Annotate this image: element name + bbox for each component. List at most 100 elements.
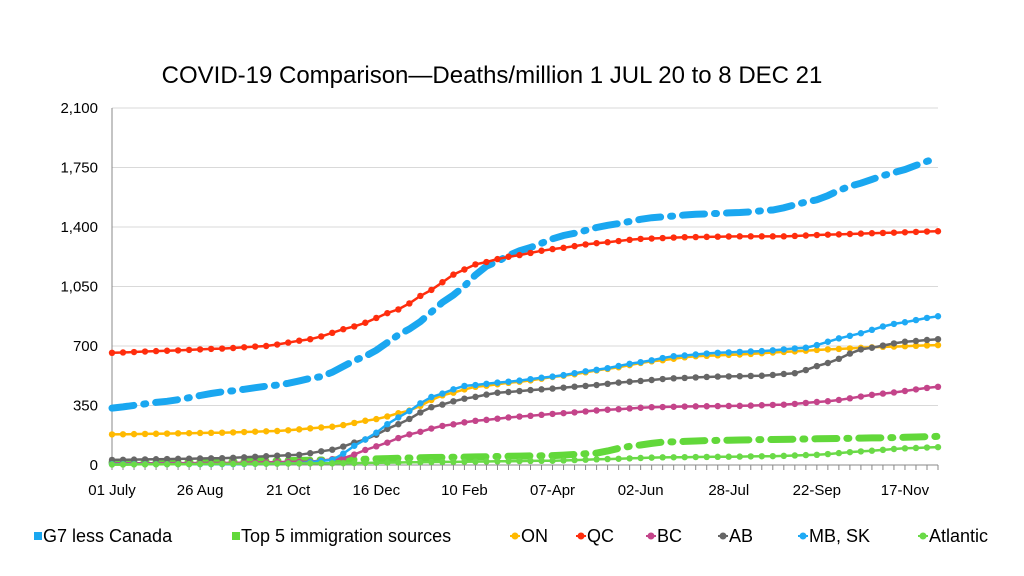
data-point (108, 461, 116, 468)
data-point (207, 460, 215, 468)
series-layer (108, 154, 942, 468)
data-point (141, 461, 149, 468)
data-point (868, 230, 876, 237)
series-ab (108, 336, 942, 464)
data-point (879, 342, 887, 349)
x-tick-label: 28-Jul (708, 482, 749, 499)
data-point (351, 459, 358, 467)
data-point (240, 428, 248, 436)
data-point (417, 409, 424, 416)
series-line (111, 445, 939, 466)
data-point (119, 461, 127, 468)
x-tick-label: 10 Feb (441, 482, 488, 499)
data-point (791, 345, 799, 352)
data-point (879, 229, 887, 237)
data-point (450, 271, 457, 278)
data-point (912, 228, 920, 236)
data-point (648, 235, 655, 242)
data-point (791, 400, 799, 408)
data-point (229, 454, 237, 462)
data-point (626, 236, 633, 244)
data-point (560, 457, 567, 464)
data-point (659, 234, 666, 242)
data-point (307, 425, 314, 432)
data-point (152, 456, 160, 463)
data-point (648, 404, 655, 411)
data-point (901, 445, 909, 452)
data-point (923, 336, 931, 344)
data-point (538, 247, 545, 254)
data-point (659, 454, 666, 461)
data-point (769, 452, 776, 460)
data-point (824, 398, 832, 405)
data-point (835, 396, 843, 404)
data-point (450, 421, 457, 428)
data-point (428, 393, 435, 401)
data-point (362, 459, 369, 467)
data-point (450, 386, 457, 393)
data-point (934, 336, 942, 343)
data-point (373, 314, 380, 322)
data-point (318, 460, 325, 467)
legend-item: G7 less Canada (34, 526, 173, 546)
data-point (626, 360, 633, 368)
data-point (549, 245, 556, 253)
series-line (112, 385, 939, 465)
legend-label: Top 5 immigration sources (241, 526, 451, 546)
data-point (703, 373, 710, 381)
data-point (340, 455, 347, 462)
data-point (351, 419, 358, 427)
legend-item: BC (646, 526, 682, 546)
data-point (758, 233, 765, 240)
data-point (163, 347, 171, 354)
data-point (725, 402, 732, 410)
data-point (340, 459, 347, 467)
data-point (516, 377, 523, 384)
data-point (758, 453, 765, 460)
data-point (703, 350, 710, 357)
data-point (626, 378, 633, 385)
data-point (174, 347, 182, 354)
data-point (384, 309, 391, 317)
legend-swatch-marker (799, 532, 807, 540)
data-point (835, 449, 843, 457)
x-tick-label: 01 July (88, 482, 136, 499)
data-point (769, 233, 776, 240)
data-point (637, 235, 644, 243)
data-point (185, 460, 193, 468)
data-point (549, 410, 556, 418)
data-point (923, 228, 931, 235)
data-point (857, 448, 865, 455)
data-point (296, 337, 303, 344)
data-point (736, 372, 743, 380)
data-point (218, 460, 226, 468)
data-point (439, 401, 446, 408)
data-point (395, 414, 402, 421)
data-point (262, 428, 270, 435)
data-point (185, 455, 193, 462)
data-point (329, 423, 336, 430)
data-point (901, 387, 909, 395)
data-point (780, 346, 788, 353)
data-point (119, 349, 127, 356)
data-point (362, 319, 369, 326)
data-point (229, 344, 237, 352)
data-point (340, 450, 347, 457)
legend-swatch (232, 532, 240, 540)
data-point (549, 373, 556, 380)
data-point (824, 450, 832, 458)
data-point (659, 354, 666, 362)
data-point (769, 371, 776, 379)
data-point (527, 412, 534, 420)
data-point (373, 459, 380, 466)
data-point (934, 313, 942, 320)
data-point (626, 405, 633, 412)
data-point (384, 459, 391, 466)
data-point (450, 458, 457, 466)
data-point (736, 348, 743, 356)
data-point (813, 398, 821, 406)
data-point (373, 429, 380, 436)
data-point (648, 454, 655, 461)
data-point (703, 233, 710, 241)
